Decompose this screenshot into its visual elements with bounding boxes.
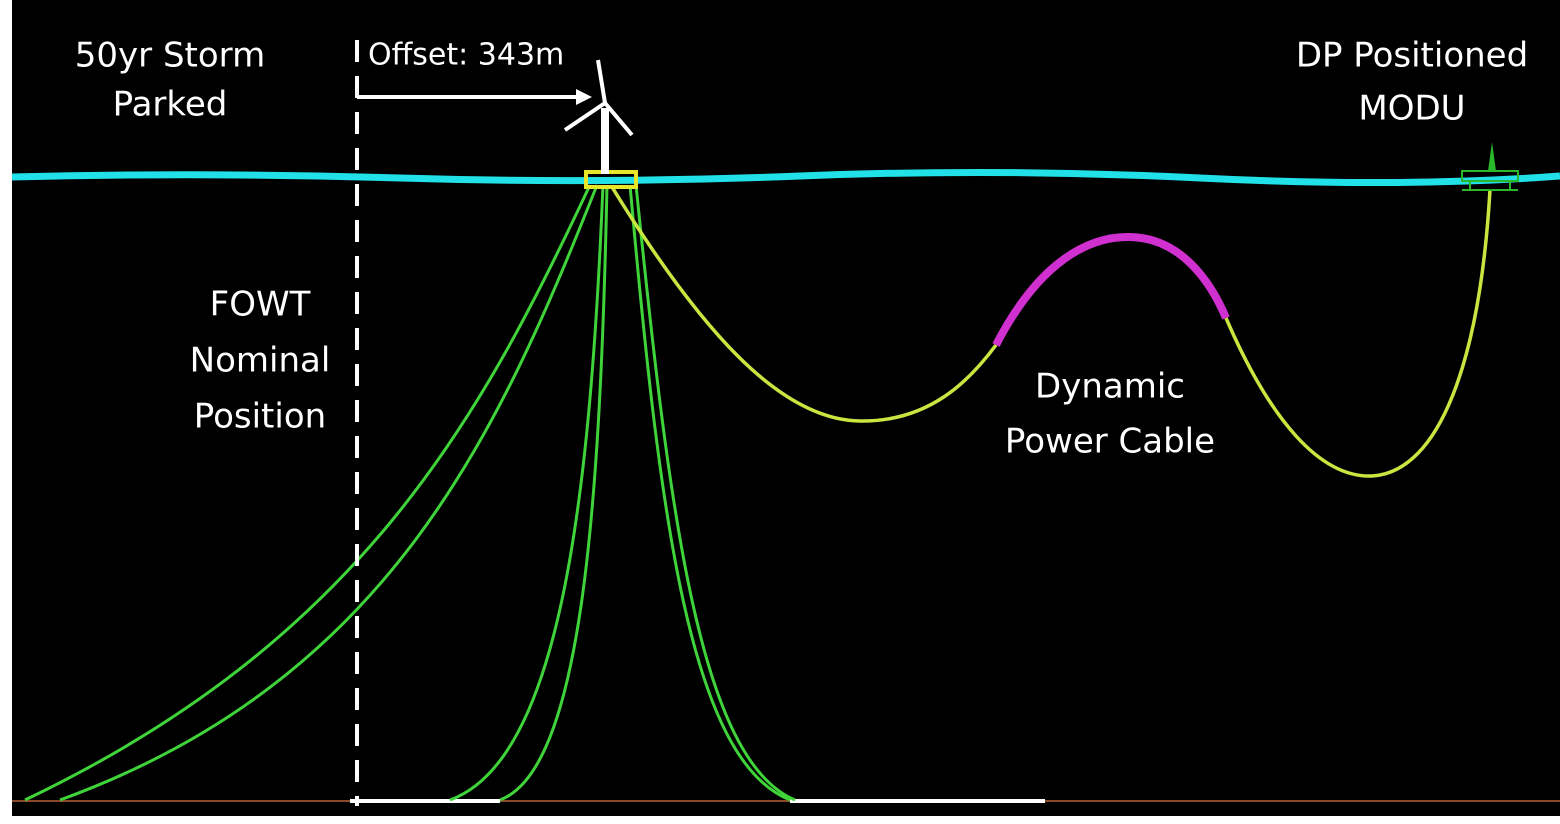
mooring-line: [24, 184, 592, 802]
modu: [1461, 142, 1519, 191]
water-surface: [11, 168, 1560, 187]
mooring-line: [628, 184, 791, 802]
label: Offset: 343m: [368, 38, 564, 73]
label: Nominal: [190, 341, 331, 381]
mooring-line: [634, 184, 796, 802]
label: Position: [194, 397, 326, 437]
label: Power Cable: [1005, 422, 1215, 462]
label: Parked: [113, 85, 228, 125]
background: [12, 0, 1560, 816]
mooring-line: [59, 184, 599, 802]
label: MODU: [1358, 89, 1465, 129]
mooring-line: [449, 184, 605, 802]
turbine: [563, 59, 638, 189]
power-cable: [1224, 189, 1492, 478]
offset-arrowhead: [576, 89, 592, 105]
label: FOWT: [210, 285, 311, 325]
label: Dynamic: [1035, 367, 1185, 407]
power-cable: [610, 186, 998, 423]
label: DP Positioned: [1296, 36, 1528, 76]
mooring-line: [499, 184, 609, 802]
label: 50yr Storm: [75, 36, 265, 76]
buoyancy-section: [992, 232, 1230, 347]
